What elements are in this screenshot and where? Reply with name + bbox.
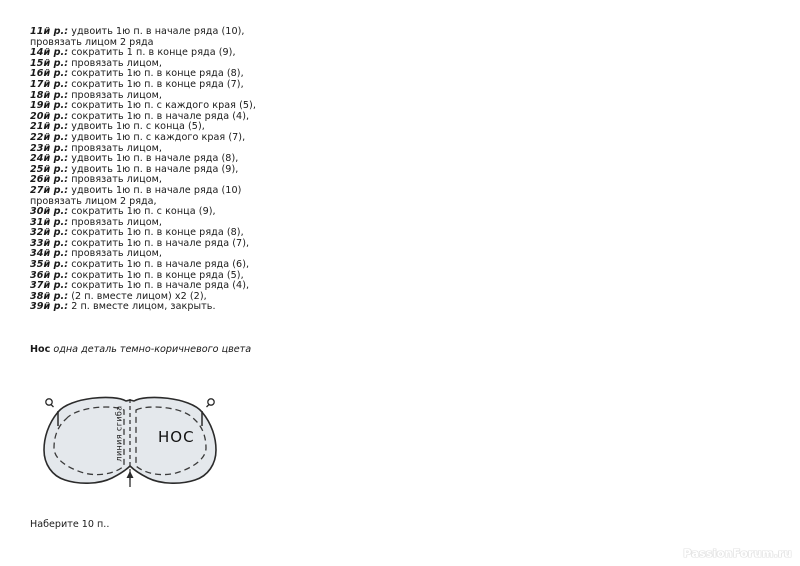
instruction-row: 16й р.: сократить 1ю п. в конце ряда (8)… xyxy=(30,69,450,80)
instruction-row: 32й р.: сократить 1ю п. в конце ряда (8)… xyxy=(30,227,450,239)
instruction-row-number: 23й р.: xyxy=(30,142,69,154)
instruction-row: 36й р.: сократить 1ю п. в конце ряда (5)… xyxy=(30,269,450,282)
instruction-row-number: 37й р.: xyxy=(30,280,69,292)
instruction-row: 20й р.: сократить 1ю п. в начале ряда (4… xyxy=(30,110,450,123)
instruction-row: 31й р.: провязать лицом, xyxy=(30,216,450,229)
pattern-piece-label: НОС xyxy=(158,428,195,446)
instruction-row-text: провязать лицом 2 ряда xyxy=(30,36,154,48)
instruction-row: 15й р.: провязать лицом, xyxy=(30,57,450,70)
instruction-row-text: провязать лицом, xyxy=(71,89,163,101)
instruction-row: 38й р.: (2 п. вместе лицом) х2 (2), xyxy=(30,290,450,303)
instruction-row: 22й р.: удвоить 1ю п. с каждого края (7)… xyxy=(30,131,450,144)
instruction-row: 25й р.: удвоить 1ю п. в начале ряда (9), xyxy=(30,163,450,176)
instruction-row: 18й р.: провязать лицом, xyxy=(30,89,450,102)
instruction-row: 33й р.: сократить 1ю п. в начале ряда (7… xyxy=(30,237,450,250)
instruction-row-number: 17й р.: xyxy=(30,78,69,90)
instruction-row-number: 22й р.: xyxy=(30,131,69,143)
instruction-row-number: 14й р.: xyxy=(30,47,69,59)
instruction-row-number: 16й р.: xyxy=(30,68,69,80)
knitting-instructions-list: 11й р.: удвоить 1ю п. в начале ряда (10)… xyxy=(30,26,450,313)
instruction-row-text: 2 п. вместе лицом, закрыть. xyxy=(71,301,216,313)
instruction-row: 37й р.: сократить 1ю п. в начале ряда (4… xyxy=(30,280,450,292)
instruction-row-number: 24й р.: xyxy=(30,153,69,165)
instruction-row-text: провязать лицом, xyxy=(71,174,163,186)
instruction-row: 19й р.: сократить 1ю п. с каждого края (… xyxy=(30,100,450,112)
instruction-row: 34й р.: провязать лицом, xyxy=(30,249,450,260)
instruction-row-number: 32й р.: xyxy=(30,227,69,239)
instruction-row-number: 26й р.: xyxy=(30,174,69,186)
instruction-row: 11й р.: удвоить 1ю п. в начале ряда (10)… xyxy=(30,26,450,38)
circle-marker-icon-right xyxy=(206,398,215,408)
instruction-row-text: удвоить 1ю п. в начале ряда (10) xyxy=(71,184,242,196)
nose-section-label: Нос xyxy=(30,344,51,355)
instruction-row-text: провязать лицом 2 ряда, xyxy=(30,195,157,207)
instruction-row-text: сократить 1ю п. в начале ряда (6), xyxy=(71,259,250,271)
instruction-row: 17й р.: сократить 1ю п. в конце ряда (7)… xyxy=(30,78,450,91)
instruction-row-number: 25й р.: xyxy=(30,163,69,175)
instruction-row-text: сократить 1ю п. в начале ряда (4), xyxy=(71,280,250,292)
instruction-row-number: 27й р.: xyxy=(30,184,69,196)
nose-pattern-diagram xyxy=(40,392,270,497)
instruction-row-text: удвоить 1ю п. в начале ряда (8), xyxy=(71,153,239,165)
instruction-row-text: сократить 1ю п. в начале ряда (4), xyxy=(71,110,250,122)
instruction-row: 35й р.: сократить 1ю п. в начале ряда (6… xyxy=(30,259,450,271)
instruction-row-number: 18й р.: xyxy=(30,89,69,101)
instruction-row-number: 30й р.: xyxy=(30,206,69,218)
instruction-row-number: 39й р.: xyxy=(30,301,69,313)
instruction-row-text: провязать лицом, xyxy=(71,57,163,69)
instruction-row: 39й р.: 2 п. вместе лицом, закрыть. xyxy=(30,302,450,313)
instruction-row-text: сократить 1ю п. в конце ряда (8), xyxy=(71,227,244,239)
instruction-row-text: удвоить 1ю п. в начале ряда (9), xyxy=(71,163,239,175)
instruction-row-number: 15й р.: xyxy=(30,57,69,69)
instruction-row-number: 19й р.: xyxy=(30,100,69,112)
instruction-row-number: 11й р.: xyxy=(30,26,69,37)
instruction-row-text: удвоить 1ю п. в начале ряда (10), xyxy=(71,26,245,37)
instruction-row: 14й р.: сократить 1 п. в конце ряда (9), xyxy=(30,47,450,59)
instruction-row-text: сократить 1ю п. с конца (9), xyxy=(71,206,216,218)
instruction-row-number: 34й р.: xyxy=(30,248,69,260)
instruction-row-text: (2 п. вместе лицом) х2 (2), xyxy=(71,290,207,302)
nose-section-heading: Нос одна деталь темно-коричневого цвета xyxy=(30,344,251,356)
instruction-row-number: 38й р.: xyxy=(30,290,69,302)
instruction-row-text: сократить 1ю п. с каждого края (5), xyxy=(71,100,256,112)
instruction-row: 24й р.: удвоить 1ю п. в начале ряда (8), xyxy=(30,153,450,165)
instruction-row-text: сократить 1ю п. в конце ряда (7), xyxy=(71,78,244,90)
instruction-row-number: 33й р.: xyxy=(30,237,69,249)
instruction-row-text: провязать лицом, xyxy=(71,216,163,228)
instruction-row-text: провязать лицом, xyxy=(71,142,163,154)
circle-marker-icon-left xyxy=(45,398,54,408)
nose-section-description: одна деталь темно-коричневого цвета xyxy=(53,344,252,355)
pattern-stitch-line-left xyxy=(53,406,125,476)
instruction-row-text: сократить 1ю п. в начале ряда (7), xyxy=(71,237,250,249)
instruction-row: 21й р.: удвоить 1ю п. с конца (5), xyxy=(30,122,450,133)
instruction-row-number: 36й р.: xyxy=(30,269,69,281)
instruction-row-text: сократить 1ю п. в конце ряда (5), xyxy=(71,269,244,281)
instruction-row-text: удвоить 1ю п. с каждого края (7), xyxy=(71,131,246,143)
instruction-continuation: провязать лицом 2 ряда xyxy=(30,36,450,49)
instruction-row-text: сократить 1ю п. в конце ряда (8), xyxy=(71,68,244,80)
instruction-row: 30й р.: сократить 1ю п. с конца (9), xyxy=(30,206,450,218)
cast-on-note: Наберите 10 п.. xyxy=(30,519,110,530)
site-watermark: PassionForum.ru xyxy=(683,547,792,560)
instruction-row: 27й р.: удвоить 1ю п. в начале ряда (10) xyxy=(30,184,450,197)
instruction-row-number: 31й р.: xyxy=(30,216,69,228)
instruction-row-number: 20й р.: xyxy=(30,110,69,122)
instruction-row-text: удвоить 1ю п. с конца (5), xyxy=(71,121,205,133)
instruction-row: 26й р.: провязать лицом, xyxy=(30,175,450,186)
pattern-stitch-line-right xyxy=(135,406,207,476)
instruction-row-text: провязать лицом, xyxy=(71,248,163,260)
up-arrow-icon xyxy=(126,471,134,487)
instruction-row-number: 21й р.: xyxy=(30,121,69,133)
instruction-row-number: 35й р.: xyxy=(30,259,69,271)
instruction-row-text: сократить 1 п. в конце ряда (9), xyxy=(71,47,236,59)
instruction-continuation: провязать лицом 2 ряда, xyxy=(30,195,450,208)
instruction-row: 23й р.: провязать лицом, xyxy=(30,142,450,155)
pattern-outline xyxy=(43,396,217,484)
